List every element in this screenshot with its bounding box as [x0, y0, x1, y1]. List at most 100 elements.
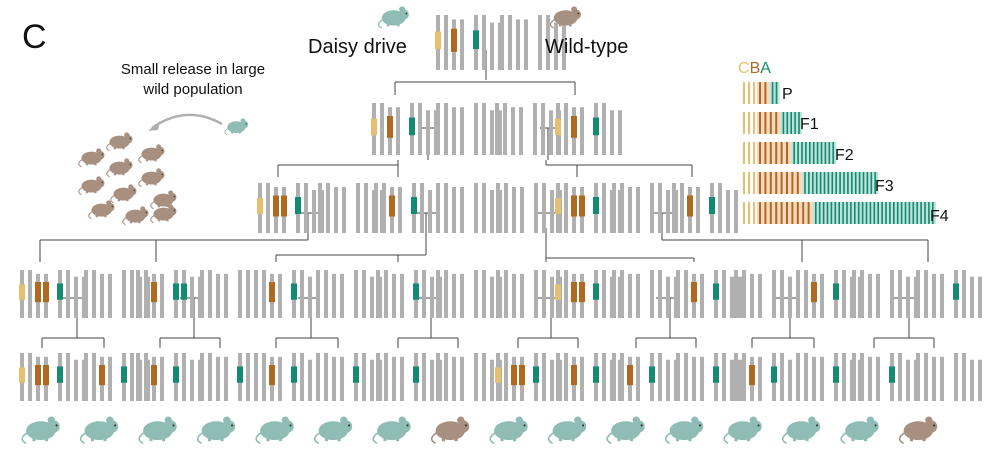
legend-tick-b — [764, 82, 767, 104]
legend-tick-a — [870, 172, 873, 194]
drive-element — [413, 366, 419, 383]
drive-element — [709, 197, 715, 214]
chromosome — [758, 273, 762, 318]
mouse-eye — [933, 424, 936, 427]
mouse-eye — [405, 12, 408, 15]
chromosome — [524, 19, 528, 70]
chromosome — [436, 103, 440, 155]
drive-element — [99, 365, 105, 386]
chromosome — [200, 270, 204, 318]
chromosome-set — [84, 270, 150, 318]
legend-tick-a — [912, 202, 915, 224]
chromosome — [262, 353, 266, 401]
mouse-eye — [173, 209, 176, 212]
mouse-leg — [85, 163, 88, 166]
chromosome — [541, 103, 545, 155]
drive-element — [691, 282, 697, 303]
legend-tick-b — [759, 112, 761, 134]
drive-element — [833, 366, 839, 383]
chromosome — [580, 107, 584, 155]
legend-tick-a — [812, 142, 815, 164]
legend-tick-a — [932, 202, 934, 224]
mouse-eye — [245, 123, 247, 125]
mouse-ear — [96, 148, 102, 154]
chromosome — [460, 107, 464, 155]
wild-population-mouse-icon — [138, 144, 165, 164]
legend-tick-c — [753, 172, 755, 194]
chromosome — [564, 270, 568, 318]
chromosome — [692, 356, 696, 401]
mouse-leg — [149, 438, 153, 442]
offspring-mouse-icon — [723, 416, 762, 445]
chromosome — [658, 353, 662, 401]
drive-element — [953, 283, 959, 300]
legend-tick-a — [801, 142, 803, 164]
chromosome — [300, 353, 304, 401]
legend-tick-a — [794, 112, 796, 134]
chromosome — [906, 276, 910, 318]
chromosome-set — [734, 270, 800, 318]
mouse-ear — [223, 416, 231, 424]
legend-tick-b — [775, 142, 778, 164]
chromosome — [490, 190, 494, 233]
chromosome — [452, 273, 456, 318]
chromosome — [742, 353, 746, 401]
chromosome — [474, 103, 478, 155]
mouse-tail — [138, 432, 145, 445]
chromosome — [400, 273, 404, 318]
drive-element — [273, 195, 279, 217]
mouse-eye — [101, 181, 104, 184]
legend-tick-a — [793, 142, 795, 164]
wild-population-mouse-icon — [78, 148, 105, 168]
chromosome — [238, 270, 242, 318]
chromosome — [84, 270, 88, 318]
chromosome — [730, 276, 734, 318]
offspring-mouse-icon — [21, 416, 60, 445]
legend-tick-a — [839, 172, 841, 194]
drive-element — [173, 366, 179, 383]
chromosome — [503, 103, 507, 155]
chromosome-set — [376, 353, 442, 401]
chromosome — [312, 190, 316, 233]
chromosome — [556, 353, 560, 401]
chromosome-set — [852, 270, 918, 318]
offspring-mouse-icon — [79, 416, 119, 445]
chromosome-set — [436, 103, 502, 155]
legend-row — [743, 172, 879, 194]
legend-tick-a — [842, 202, 844, 224]
chromosome-set — [555, 103, 622, 155]
chromosome — [340, 356, 344, 401]
chromosome — [852, 270, 856, 318]
mouse-leg — [558, 438, 563, 442]
chromosome — [500, 15, 504, 70]
chromosome — [940, 273, 944, 318]
chromosome — [962, 270, 966, 318]
chromosome — [738, 359, 742, 401]
legend-tick-b — [786, 202, 788, 224]
mouse-ear — [457, 416, 465, 424]
legend-letters: CBA — [738, 60, 771, 78]
mouse-leg — [747, 438, 751, 442]
chromosome — [316, 353, 320, 401]
legend-tick-a — [866, 172, 869, 194]
chromosome — [924, 270, 928, 318]
chromosome-set — [612, 270, 678, 318]
mouse-leg — [103, 438, 107, 442]
mouse-leg — [734, 438, 738, 442]
chromosome-set — [19, 353, 86, 401]
chromosome — [758, 356, 762, 401]
mouse-leg — [324, 438, 329, 442]
chromosome-set — [852, 353, 918, 401]
chromosome-set-wild — [500, 15, 566, 70]
chromosome — [511, 107, 515, 155]
mouse-leg — [157, 205, 160, 208]
legend-tick-c — [753, 112, 755, 134]
legend-tick-c — [748, 202, 750, 224]
mouse-leg — [85, 191, 88, 194]
chromosome — [718, 183, 722, 233]
wild-type-label: Wild-type — [545, 36, 629, 58]
drive-element — [43, 282, 49, 303]
chromosome-set — [316, 353, 382, 401]
chromosome-set — [495, 353, 562, 401]
chromosome — [190, 359, 194, 401]
